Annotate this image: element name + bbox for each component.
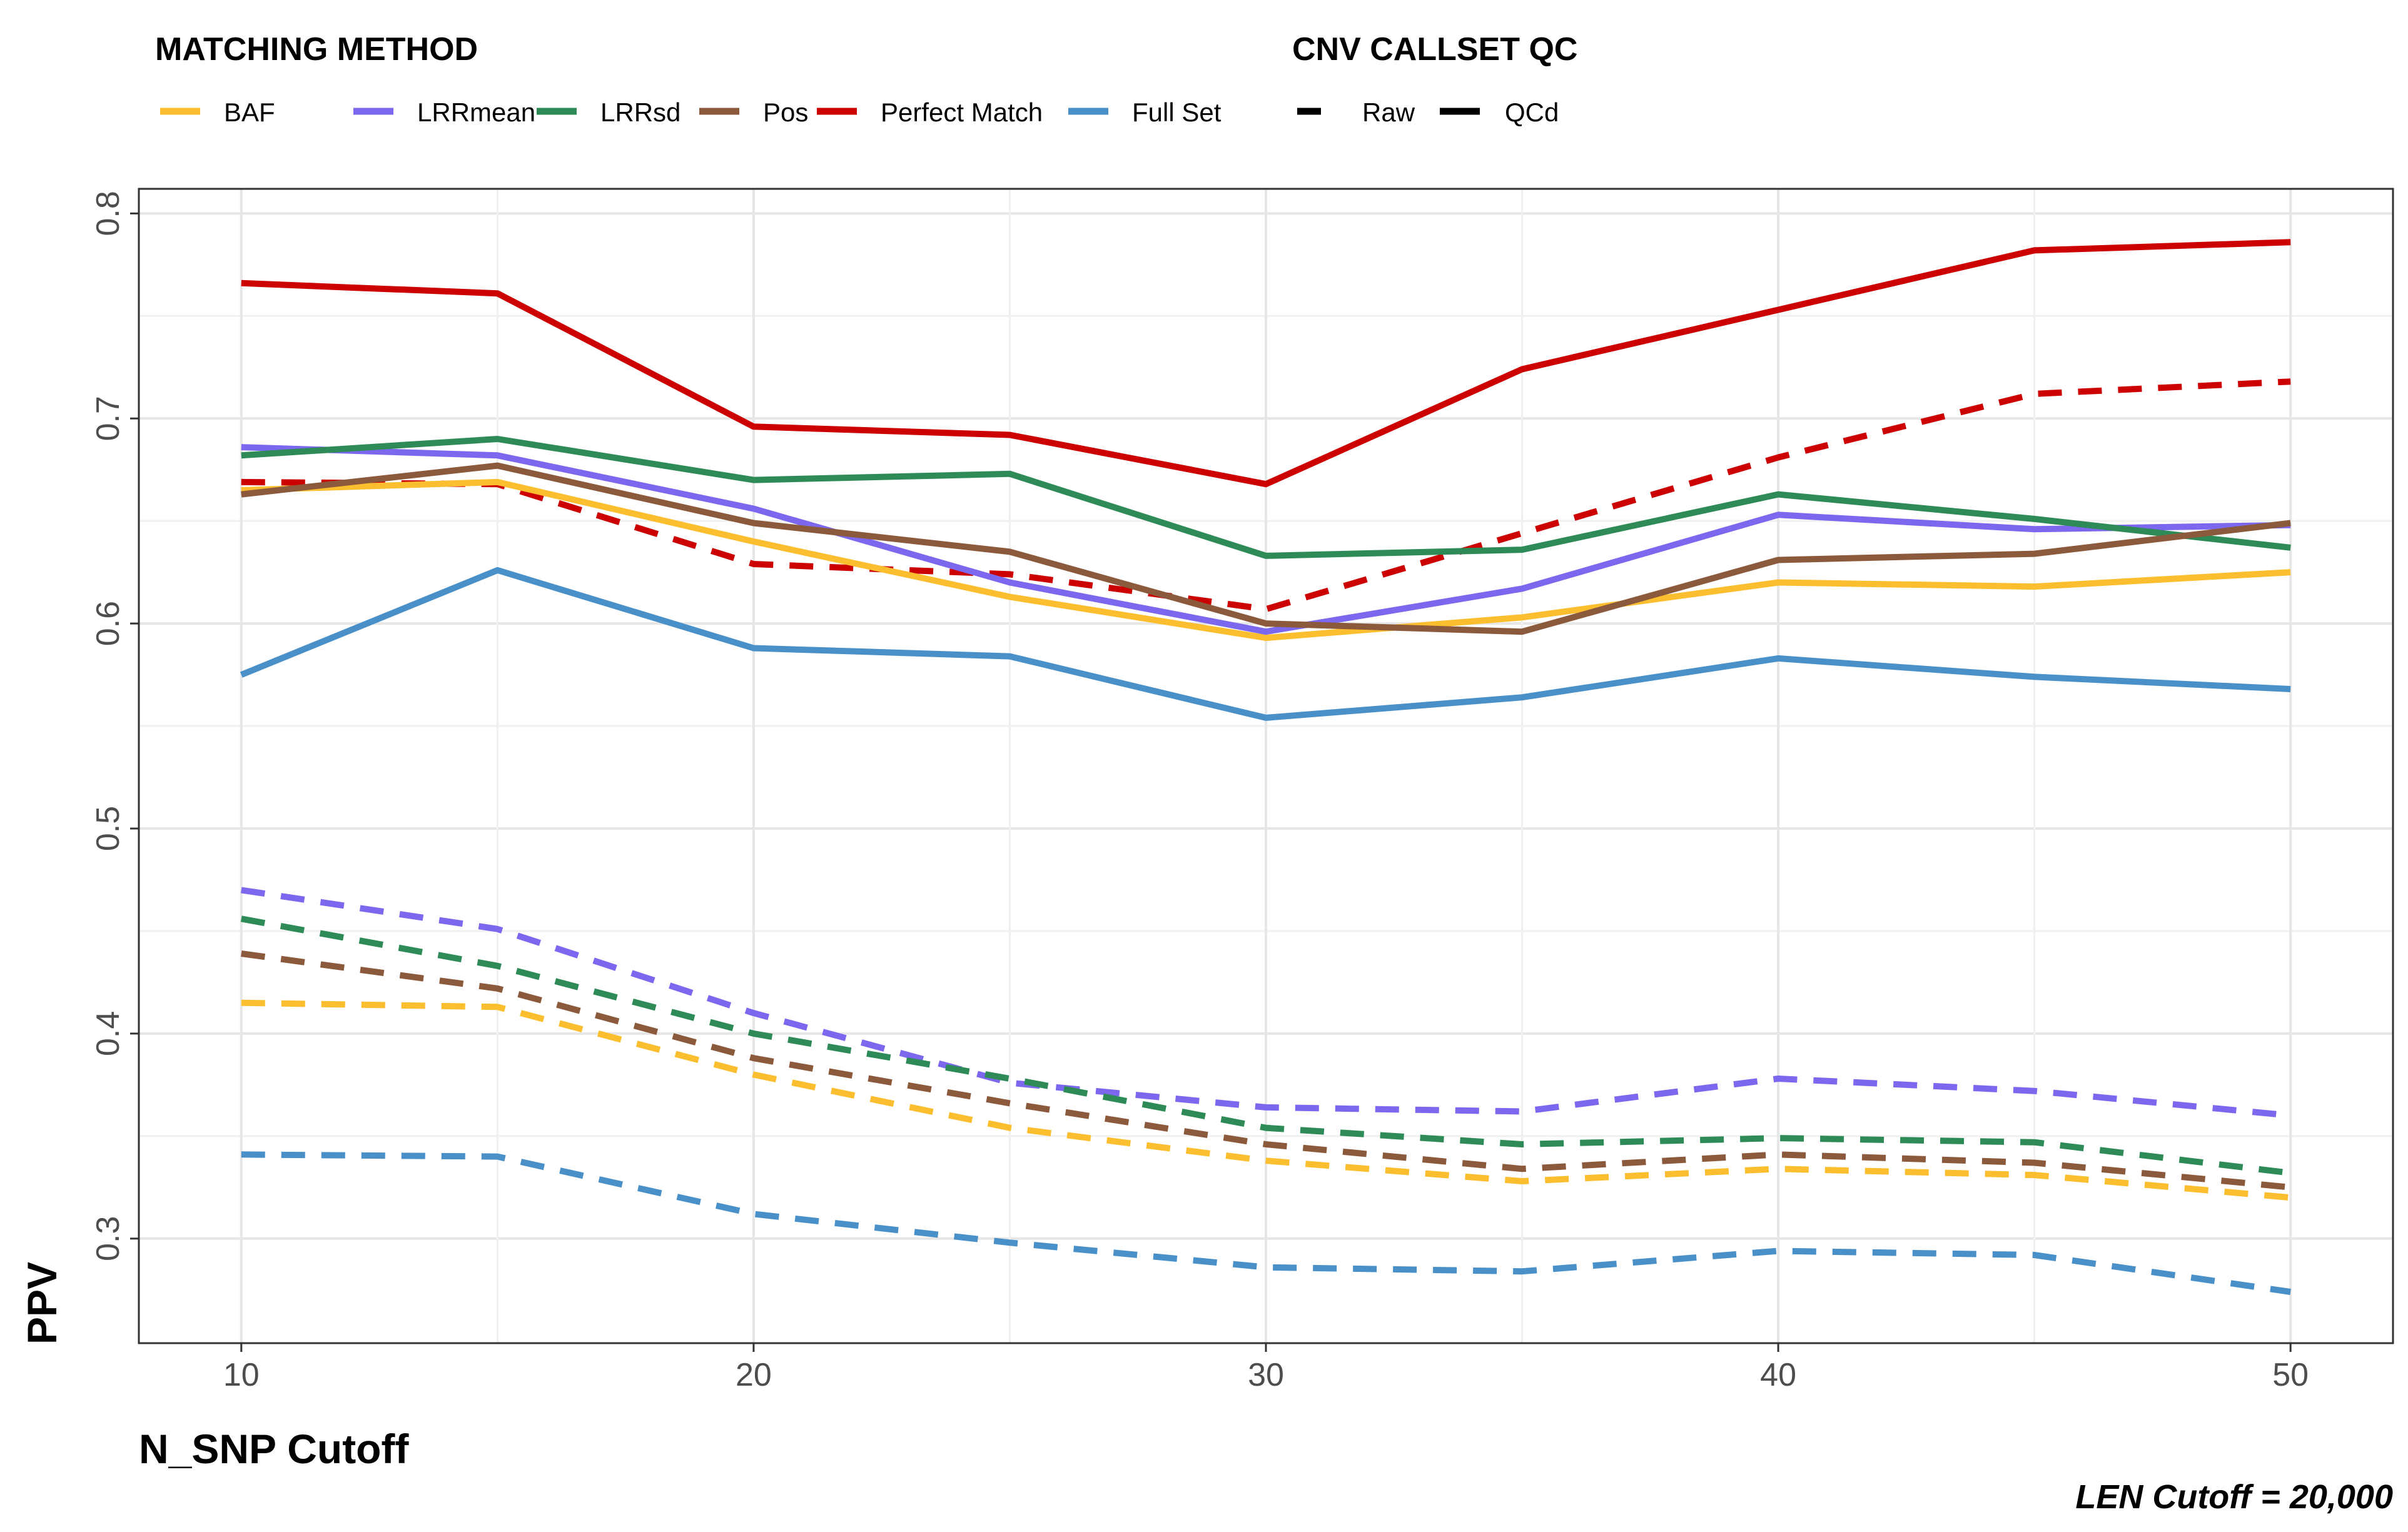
- legend-method-items: BAF LRRmean LRRsd Pos Perfect Match Full Set: [160, 98, 1222, 127]
- x-axis-label: N_SNP Cutoff: [139, 1426, 409, 1472]
- caption: LEN Cutoff = 20,000: [2075, 1478, 2393, 1516]
- legend-label-full-set: Full Set: [1132, 98, 1222, 127]
- legend-title-method: MATCHING METHOD: [155, 31, 478, 68]
- x-tick-label: 30: [1248, 1357, 1284, 1393]
- series-line-lrrmean-qcd: [241, 444, 2291, 635]
- y-tick-label: 0.4: [90, 1011, 126, 1056]
- plot-panel: 10 20 30 40 50 0.3 0.4 0.5 0.6 0.7 0.8: [90, 188, 2394, 1393]
- x-axis-ticks: 10 20 30 40 50: [223, 1343, 2309, 1393]
- x-tick-label: 40: [1760, 1357, 1796, 1393]
- grid: [139, 189, 2393, 1343]
- series-line-lrrmean-raw: [241, 887, 2291, 1119]
- y-axis-ticks: 0.3 0.4 0.5 0.6 0.7 0.8: [90, 191, 139, 1261]
- series-line-full-set-raw: [241, 1151, 2291, 1295]
- legend-label-pos: Pos: [763, 98, 808, 127]
- legend: MATCHING METHOD CNV CALLSET QC BAF LRRmea…: [155, 31, 1577, 127]
- legend-label-perfect-match: Perfect Match: [881, 98, 1043, 127]
- legend-label-qcd: QCd: [1505, 98, 1559, 127]
- series-line-baf-qcd: [241, 478, 2291, 642]
- series-line-perfect-match-qcd: [241, 239, 2291, 488]
- y-tick-label: 0.3: [90, 1216, 126, 1261]
- y-tick-label: 0.8: [90, 191, 126, 236]
- series-line-baf-raw: [241, 999, 2291, 1201]
- y-tick-label: 0.7: [90, 396, 126, 441]
- y-tick-label: 0.6: [90, 601, 126, 646]
- y-axis-label: PPV: [19, 1262, 65, 1344]
- legend-qc-items: Raw QCd: [1297, 98, 1559, 127]
- series-line-full-set-qcd: [240, 567, 2291, 721]
- series-line-lrrsd-raw: [240, 915, 2291, 1176]
- legend-label-lrrsd: LRRsd: [600, 98, 680, 127]
- x-tick-label: 10: [223, 1357, 260, 1393]
- series-line-pos-raw: [241, 950, 2291, 1191]
- x-tick-label: 20: [736, 1357, 772, 1393]
- x-tick-label: 50: [2272, 1357, 2309, 1393]
- series-group: [240, 239, 2291, 1295]
- legend-label-baf: BAF: [224, 98, 275, 127]
- series-line-pos-qcd: [241, 462, 2291, 635]
- y-tick-label: 0.5: [90, 806, 126, 851]
- legend-label-lrrmean: LRRmean: [417, 98, 535, 127]
- legend-label-raw: Raw: [1362, 98, 1415, 127]
- legend-title-qc: CNV CALLSET QC: [1292, 31, 1577, 68]
- series-line-lrrsd-qcd: [241, 436, 2291, 559]
